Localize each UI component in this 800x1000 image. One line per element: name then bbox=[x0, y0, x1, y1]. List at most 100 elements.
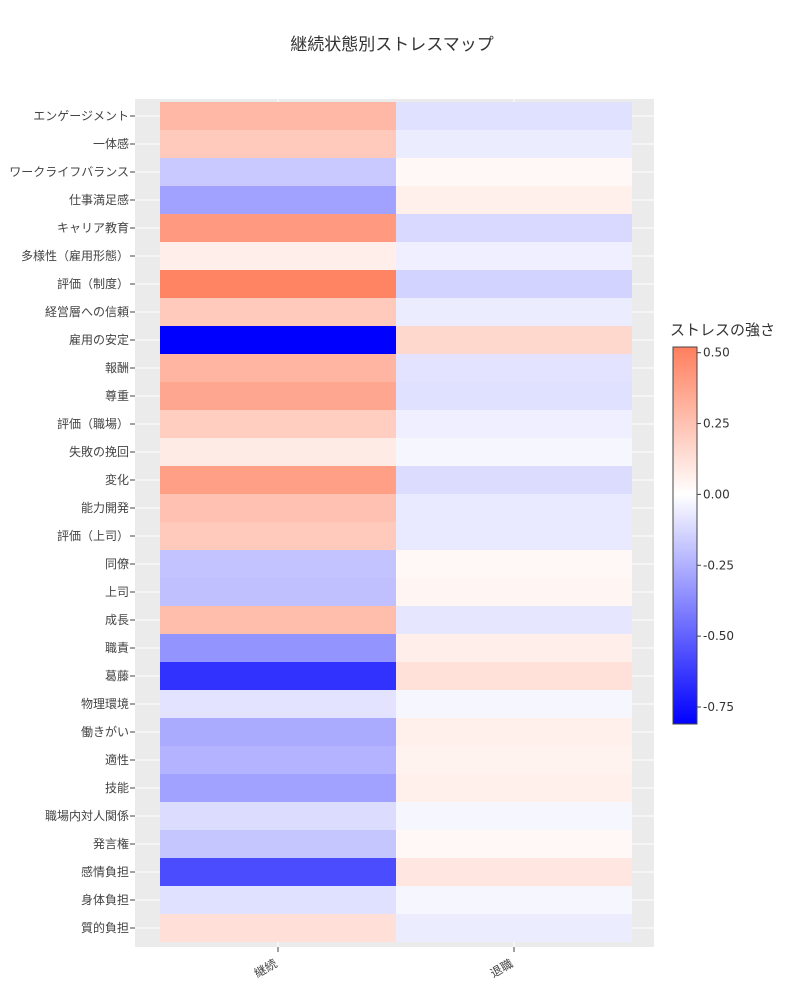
colorbar-tick-label: -0.25 bbox=[703, 558, 734, 572]
heatmap-cell bbox=[396, 662, 632, 690]
row-label: 多様性（雇用形態） bbox=[21, 248, 129, 263]
heatmap-cell bbox=[396, 746, 632, 774]
row-label: 働きがい bbox=[81, 724, 129, 739]
column-labels: 継続 退職 bbox=[251, 947, 516, 981]
heatmap-cell bbox=[160, 326, 396, 354]
heatmap-cell bbox=[396, 774, 632, 802]
row-label: 職責 bbox=[105, 641, 129, 655]
column-label: 継続 bbox=[251, 956, 279, 981]
heatmap-cell bbox=[160, 466, 396, 494]
row-label: 質的負担 bbox=[81, 920, 129, 935]
colorbar-title: ストレスの強さ bbox=[670, 321, 775, 339]
heatmap-cell bbox=[160, 606, 396, 634]
colorbar-tick-label: 0.50 bbox=[703, 346, 730, 360]
heatmap-cell bbox=[396, 718, 632, 746]
row-label: キャリア教育 bbox=[57, 220, 129, 235]
heatmap-cell bbox=[396, 550, 632, 578]
row-label: 職場内対人関係 bbox=[45, 809, 129, 823]
row-label: ワークライフバランス bbox=[9, 165, 129, 179]
heatmap-cell bbox=[160, 914, 396, 942]
heatmap-cell bbox=[396, 158, 632, 186]
heatmap-cell bbox=[160, 578, 396, 606]
column-label: 退職 bbox=[488, 956, 516, 980]
colorbar-tick-label: 0.00 bbox=[703, 487, 730, 501]
row-label: 変化 bbox=[105, 472, 129, 487]
row-labels: エンゲージメント一体感ワークライフバランス仕事満足感キャリア教育多様性（雇用形態… bbox=[9, 109, 135, 935]
row-label: 評価（職場） bbox=[57, 416, 129, 431]
heatmap-cell bbox=[160, 158, 396, 186]
heatmap-cell bbox=[396, 830, 632, 858]
heatmap-cell bbox=[160, 634, 396, 662]
heatmap-cell bbox=[160, 886, 396, 914]
heatmap-cell bbox=[396, 438, 632, 466]
heatmap-cell bbox=[160, 662, 396, 690]
row-label: 能力開発 bbox=[81, 501, 129, 515]
heatmap-cell bbox=[396, 410, 632, 438]
heatmap-cell bbox=[160, 746, 396, 774]
heatmap-cell bbox=[160, 214, 396, 242]
row-label: 上司 bbox=[105, 585, 129, 599]
row-label: 尊重 bbox=[105, 388, 129, 403]
row-label: 葛藤 bbox=[105, 669, 129, 683]
row-label: 仕事満足感 bbox=[69, 192, 129, 207]
heatmap-cell bbox=[160, 410, 396, 438]
heatmap-cell bbox=[160, 382, 396, 410]
row-label: 適性 bbox=[105, 752, 129, 767]
row-label: 一体感 bbox=[93, 136, 129, 151]
heatmap-cell bbox=[396, 186, 632, 214]
colorbar-ticks: 0.50 0.25 0.00 -0.25 -0.50 -0.75 bbox=[697, 346, 734, 714]
heatmap-cell bbox=[160, 186, 396, 214]
row-label: 失敗の挽回 bbox=[69, 444, 129, 459]
colorbar-gradient bbox=[672, 346, 698, 725]
heatmap-cell bbox=[160, 270, 396, 298]
heatmap-cell bbox=[396, 606, 632, 634]
row-label: 同僚 bbox=[105, 556, 129, 571]
row-label: 経営層への信頼 bbox=[45, 305, 129, 319]
row-label: 雇用の安定 bbox=[69, 332, 129, 347]
heatmap-cell bbox=[396, 858, 632, 886]
heatmap-cell bbox=[160, 130, 396, 158]
heatmap-cell bbox=[396, 298, 632, 326]
row-label: 報酬 bbox=[105, 361, 129, 375]
heatmap-cell bbox=[160, 494, 396, 522]
heatmap-cell bbox=[396, 382, 632, 410]
heatmap-cell bbox=[396, 522, 632, 550]
heatmap-cell bbox=[160, 102, 396, 130]
heatmap-cell bbox=[160, 298, 396, 326]
heatmap-cell bbox=[396, 494, 632, 522]
heatmap-cell bbox=[396, 466, 632, 494]
heatmap-cell bbox=[396, 578, 632, 606]
heatmap-cell bbox=[396, 270, 632, 298]
heatmap-cell bbox=[160, 438, 396, 466]
heatmap-cell bbox=[396, 102, 632, 130]
heatmap-cell bbox=[160, 858, 396, 886]
row-label: 身体負担 bbox=[81, 892, 129, 907]
row-label: 感情負担 bbox=[81, 864, 129, 879]
colorbar-tick-label: 0.25 bbox=[703, 417, 730, 431]
row-label: 発言権 bbox=[93, 836, 129, 851]
heatmap-cell bbox=[160, 830, 396, 858]
row-label: エンゲージメント bbox=[33, 109, 129, 123]
heatmap-cells bbox=[160, 102, 632, 942]
heatmap-cell bbox=[396, 214, 632, 242]
heatmap-cell bbox=[396, 130, 632, 158]
row-label: 評価（上司） bbox=[57, 528, 129, 543]
heatmap-cell bbox=[396, 802, 632, 830]
heatmap-cell bbox=[396, 634, 632, 662]
heatmap-cell bbox=[160, 690, 396, 718]
row-label: 物理環境 bbox=[81, 696, 129, 711]
row-label: 成長 bbox=[105, 613, 129, 627]
heatmap-cell bbox=[396, 886, 632, 914]
heatmap-cell bbox=[160, 802, 396, 830]
heatmap-cell bbox=[396, 242, 632, 270]
heatmap-cell bbox=[160, 718, 396, 746]
row-label: 評価（制度） bbox=[57, 276, 129, 291]
heatmap-cell bbox=[160, 522, 396, 550]
heatmap-cell bbox=[396, 354, 632, 382]
chart-title: 継続状態別ストレスマップ bbox=[290, 35, 494, 55]
colorbar: ストレスの強さ 0.50 0.25 0.00 -0.25 -0.50 -0.75 bbox=[670, 321, 775, 725]
heatmap-cell bbox=[160, 550, 396, 578]
heatmap-cell bbox=[396, 326, 632, 354]
heatmap-cell bbox=[396, 690, 632, 718]
